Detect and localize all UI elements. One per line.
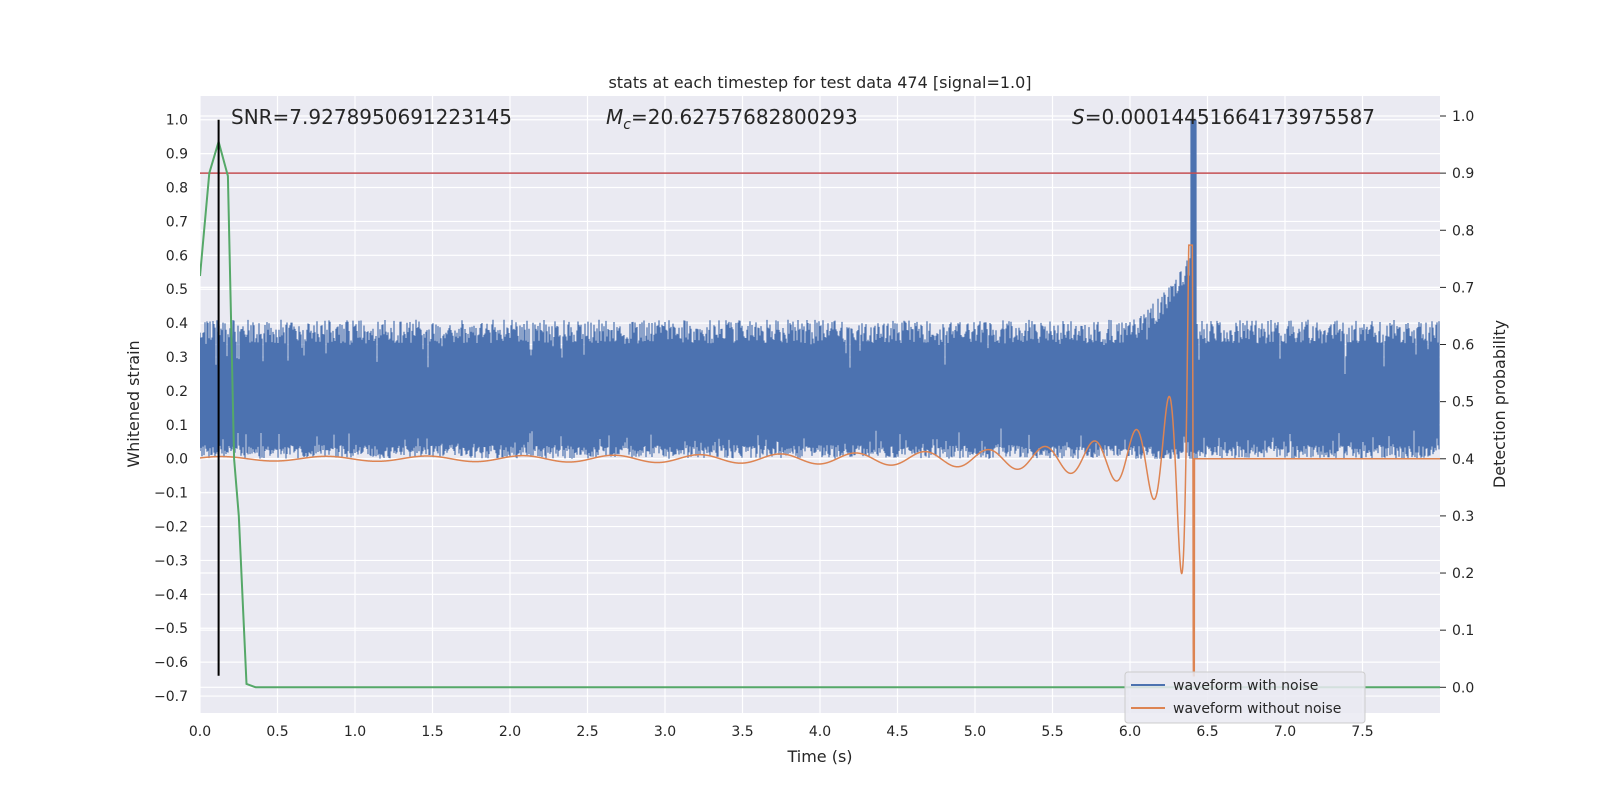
chirp-mass-symbol: M xyxy=(606,105,623,129)
y-right-tick-label: 0.8 xyxy=(1452,223,1474,239)
y-axis-right-ticks: 1.0 0.9 0.8 0.7 0.6 0.5 0.4 0.3 0.2 0.1 0.0 xyxy=(1440,109,1474,696)
x-tick-label: 2.5 xyxy=(576,724,598,740)
x-tick-label: 0.5 xyxy=(266,724,288,740)
annotation-s: S=0.00014451664173975587 xyxy=(1072,105,1375,129)
x-tick-label: 1.5 xyxy=(421,724,443,740)
y-right-tick-label: 0.5 xyxy=(1452,395,1474,411)
chart-title: stats at each timestep for test data 474… xyxy=(608,73,1031,92)
chirp-mass-subscript: c xyxy=(623,117,631,133)
y-left-tick-label: 0.3 xyxy=(166,350,188,366)
legend-box xyxy=(1124,671,1366,724)
x-tick-label: 3.5 xyxy=(731,724,753,740)
series-waveform-without-noise xyxy=(200,244,1440,677)
x-tick-label: 5.0 xyxy=(964,724,986,740)
y-right-tick-label: 0.0 xyxy=(1452,680,1474,696)
x-tick-label: 5.5 xyxy=(1041,724,1063,740)
y-left-tick-label: −0.6 xyxy=(154,655,188,671)
s-value: =0.00014451664173975587 xyxy=(1085,105,1375,129)
y-left-tick-label: −0.5 xyxy=(154,621,188,637)
y-left-tick-label: 0.6 xyxy=(166,248,188,264)
y-left-tick-label: 1.0 xyxy=(166,113,188,129)
x-axis-label: Time (s) xyxy=(786,747,852,766)
chirp-mass-value: =20.62757682800293 xyxy=(631,105,858,129)
x-axis-ticks: 0.0 0.5 1.0 1.5 2.0 2.5 3.0 3.5 4.0 4.5 5.0 5.5 6.0 6… xyxy=(189,724,1374,740)
y-left-tick-label: −0.4 xyxy=(154,587,188,603)
annotation-chirp-mass: Mc=20.62757682800293 xyxy=(606,105,858,133)
x-tick-label: 4.0 xyxy=(809,724,831,740)
series-layer xyxy=(200,119,1440,689)
s-symbol: S xyxy=(1072,105,1085,129)
y-right-tick-label: 0.6 xyxy=(1452,338,1474,354)
y-right-tick-label: 0.4 xyxy=(1452,452,1474,468)
y-left-tick-label: −0.1 xyxy=(154,486,188,502)
y-right-tick-label: 0.2 xyxy=(1452,566,1474,582)
y-axis-left-ticks: 1.0 0.9 0.8 0.7 0.6 0.5 0.4 0.3 0.2 0.1 0.0 −0.1 −0.… xyxy=(154,113,188,705)
x-tick-label: 0.0 xyxy=(189,724,211,740)
legend-label-noise: waveform with noise xyxy=(1173,678,1318,694)
series-detection-probability xyxy=(200,138,1440,689)
y-right-tick-label: 0.1 xyxy=(1452,623,1474,639)
y-left-tick-label: 0.0 xyxy=(166,452,188,468)
y-right-tick-label: 1.0 xyxy=(1452,109,1474,125)
y-left-tick-label: −0.2 xyxy=(154,520,188,536)
legend: waveform with noise waveform without noi… xyxy=(1124,671,1366,724)
y-left-tick-label: −0.7 xyxy=(154,689,188,705)
series-waveform-with-noise xyxy=(200,119,1440,459)
y-axis-right-label: Detection probability xyxy=(1490,320,1509,488)
y-right-tick-label: 0.3 xyxy=(1452,509,1474,525)
x-tick-label: 6.0 xyxy=(1119,724,1141,740)
clean-waveform-path xyxy=(200,244,1440,677)
y-left-tick-label: 0.9 xyxy=(166,147,188,163)
x-tick-label: 6.5 xyxy=(1196,724,1218,740)
y-left-tick-label: 0.8 xyxy=(166,181,188,197)
y-left-tick-label: 0.7 xyxy=(166,214,188,230)
y-left-tick-label: 0.2 xyxy=(166,384,188,400)
y-left-tick-label: 0.1 xyxy=(166,418,188,434)
x-tick-label: 7.5 xyxy=(1351,724,1373,740)
annotation-snr: SNR=7.9278950691223145 xyxy=(231,105,512,129)
x-tick-label: 3.0 xyxy=(654,724,676,740)
x-tick-label: 4.5 xyxy=(886,724,908,740)
x-tick-label: 2.0 xyxy=(499,724,521,740)
x-tick-label: 1.0 xyxy=(344,724,366,740)
y-left-tick-label: −0.3 xyxy=(154,553,188,569)
legend-label-clean: waveform without noise xyxy=(1173,701,1341,717)
y-axis-left-label: Whitened strain xyxy=(124,340,143,467)
noise-waveform-path xyxy=(200,119,1440,459)
y-right-tick-label: 0.7 xyxy=(1452,280,1474,296)
x-tick-label: 7.0 xyxy=(1274,724,1296,740)
y-right-tick-label: 0.9 xyxy=(1452,166,1474,182)
y-left-tick-label: 0.5 xyxy=(166,282,188,298)
y-left-tick-label: 0.4 xyxy=(166,316,188,332)
